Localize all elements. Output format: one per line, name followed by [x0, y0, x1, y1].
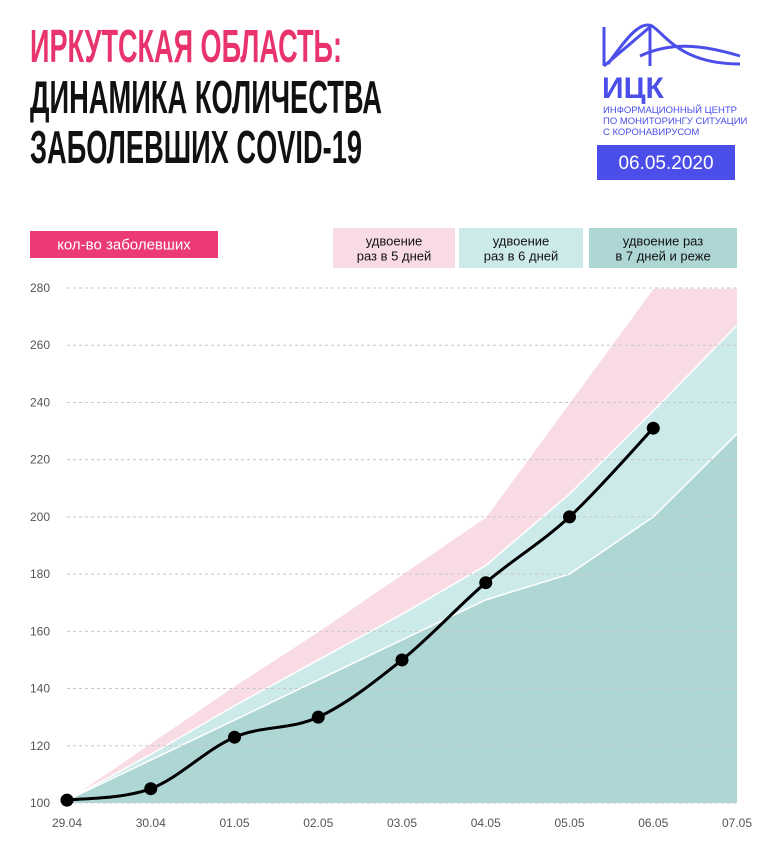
logo	[602, 23, 741, 68]
legend-label: раз в 5 дней	[357, 249, 432, 264]
logo-subtitle: С КОРОНАВИРУСОМ	[603, 127, 699, 138]
title-line: ДИНАМИКА КОЛИЧЕСТВА	[30, 71, 382, 123]
legend-label: удвоение раз	[623, 234, 703, 249]
legend-label: раз в 6 дней	[484, 249, 559, 264]
legend-label: удвоение	[366, 234, 423, 249]
x-tick-label: 05.05	[554, 816, 584, 830]
point	[479, 576, 493, 590]
band-edge	[67, 288, 737, 801]
x-tick-label: 06.05	[638, 816, 668, 830]
logo-wave	[639, 44, 741, 58]
title-line: ИРКУТСКАЯ ОБЛАСТЬ:	[30, 20, 342, 72]
y-tick-label: 180	[30, 567, 50, 581]
x-tick-label: 30.04	[136, 816, 166, 830]
x-tick-label: 07.05	[722, 816, 752, 830]
legend-label: в 7 дней и реже	[615, 249, 710, 264]
legend-box	[589, 228, 737, 268]
y-tick-label: 120	[30, 739, 50, 753]
point	[60, 793, 74, 807]
legend-label: удвоение	[493, 234, 550, 249]
title-line: ЗАБОЛЕВШИХ COVID-19	[30, 121, 362, 173]
y-tick-label: 240	[30, 395, 50, 409]
band-area	[67, 433, 737, 803]
band-edge	[67, 324, 737, 801]
legend-label: кол-во заболевших	[57, 237, 191, 254]
logo-subtitle: ПО МОНИТОРИНГУ СИТУАЦИИ	[603, 116, 748, 127]
y-tick-label: 280	[30, 281, 50, 295]
y-tick-label: 200	[30, 510, 50, 524]
x-tick-label: 01.05	[219, 816, 249, 830]
y-tick-label: 260	[30, 338, 50, 352]
y-tick-label: 100	[30, 796, 50, 810]
y-tick-label: 220	[30, 453, 50, 467]
logo-subtitle: ИНФОРМАЦИОННЫЙ ЦЕНТР	[603, 104, 737, 116]
y-tick-label: 140	[30, 682, 50, 696]
y-tick-label: 160	[30, 624, 50, 638]
point	[646, 421, 660, 435]
logo-wave	[606, 23, 741, 66]
point	[395, 653, 409, 667]
date: 06.05.2020	[618, 153, 713, 174]
x-tick-label: 03.05	[387, 816, 417, 830]
point	[144, 782, 158, 796]
x-tick-label: 29.04	[52, 816, 82, 830]
point	[228, 730, 241, 744]
x-tick-label: 04.05	[471, 816, 501, 830]
point	[563, 510, 576, 524]
band-edge	[67, 433, 737, 801]
legend-box	[333, 228, 455, 268]
legend-box	[459, 228, 583, 268]
x-tick-label: 02.05	[303, 816, 333, 830]
logo-name: ИЦК	[602, 72, 664, 105]
date-box	[597, 145, 735, 180]
legend-box	[30, 231, 218, 258]
point	[311, 710, 325, 724]
